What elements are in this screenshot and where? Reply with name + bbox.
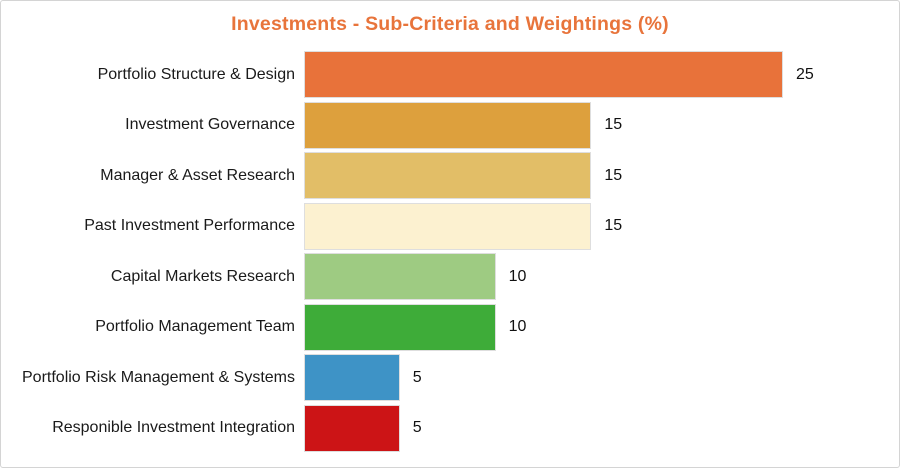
bar bbox=[304, 253, 496, 300]
category-label: Responible Investment Integration bbox=[52, 419, 295, 436]
bar bbox=[304, 202, 592, 250]
bar-track: 25 bbox=[304, 51, 899, 98]
category-label: Capital Markets Research bbox=[110, 267, 295, 285]
value-label: 5 bbox=[412, 419, 422, 436]
bar-track: 5 bbox=[304, 404, 899, 452]
bar-row: Portfolio Risk Management & Systems 5 bbox=[1, 354, 899, 401]
bar-chart: Portfolio Structure & Design 25 Investme… bbox=[1, 51, 899, 455]
bar bbox=[304, 101, 592, 149]
value-label: 15 bbox=[604, 217, 623, 234]
value-label: 5 bbox=[412, 368, 422, 386]
category-label: Portfolio Structure & Design bbox=[97, 65, 295, 83]
value-label: 10 bbox=[508, 318, 527, 335]
bar bbox=[304, 152, 592, 199]
bar-row: Portfolio Management Team 10 bbox=[1, 303, 899, 351]
bar-row: Manager & Asset Research 15 bbox=[1, 152, 899, 199]
bar-row: Past Investment Performance 15 bbox=[1, 202, 899, 250]
bar bbox=[304, 303, 496, 351]
bar-track: 5 bbox=[304, 354, 899, 401]
value-label: 15 bbox=[604, 166, 623, 184]
bar-row: Capital Markets Research 10 bbox=[1, 253, 899, 300]
bar bbox=[304, 51, 783, 98]
bar bbox=[304, 354, 400, 401]
value-label: 10 bbox=[508, 267, 527, 285]
bar-track: 15 bbox=[304, 202, 899, 250]
bar bbox=[304, 404, 400, 452]
bar-row: Responible Investment Integration 5 bbox=[1, 404, 899, 452]
bar-row: Portfolio Structure & Design 25 bbox=[1, 51, 899, 98]
category-label: Portfolio Risk Management & Systems bbox=[22, 368, 295, 386]
category-label: Manager & Asset Research bbox=[100, 166, 295, 184]
category-label: Portfolio Management Team bbox=[95, 318, 295, 335]
bar-track: 10 bbox=[304, 253, 899, 300]
bar-track: 15 bbox=[304, 152, 899, 199]
bar-track: 10 bbox=[304, 303, 899, 351]
value-label: 15 bbox=[604, 116, 623, 133]
bar-row: Investment Governance 15 bbox=[1, 101, 899, 149]
category-label: Investment Governance bbox=[125, 116, 295, 133]
bar-track: 15 bbox=[304, 101, 899, 149]
value-label: 25 bbox=[796, 65, 814, 83]
chart-title: Investments - Sub-Criteria and Weighting… bbox=[231, 13, 669, 35]
category-label: Past Investment Performance bbox=[84, 217, 295, 234]
